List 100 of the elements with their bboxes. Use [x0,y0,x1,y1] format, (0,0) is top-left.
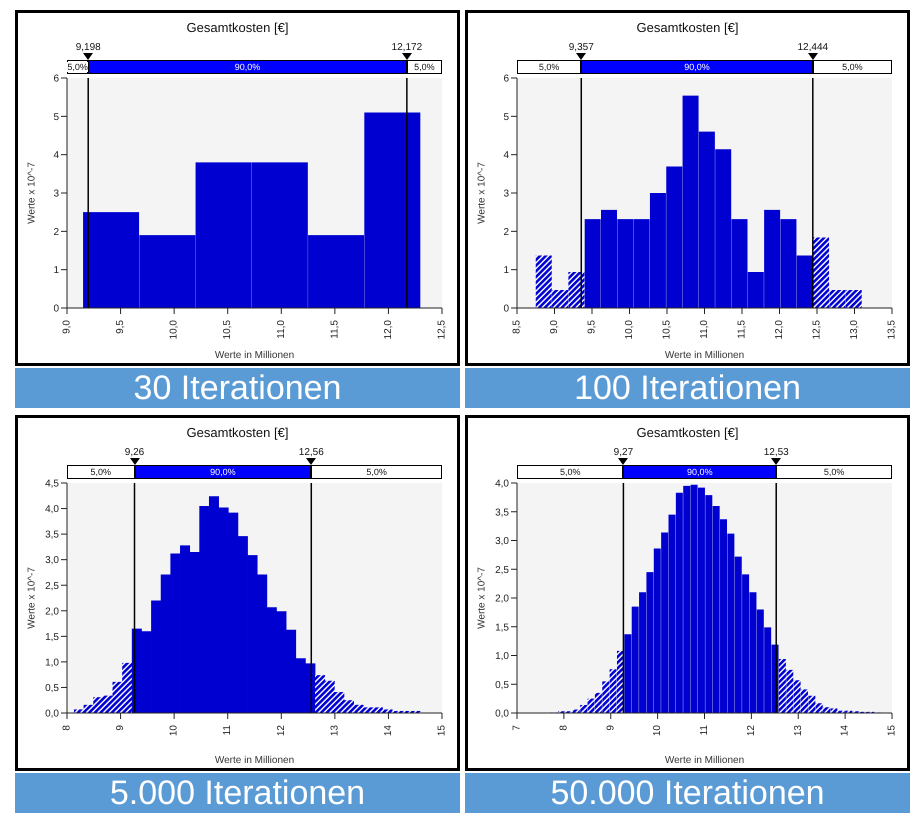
x-tick-label: 12 [746,724,757,736]
y-tick-label: 1 [53,265,60,276]
y-tick-label: 3,0 [45,555,60,566]
y-axis-title: Werte x 10^-7 [26,566,38,629]
x-tick-label: 11 [222,724,234,736]
y-tick-label: 0,0 [45,708,60,720]
y-tick-label: 3 [503,188,510,200]
x-axis-title: Werte in Millionen [664,755,744,766]
text: 90,0% [687,467,713,477]
y-tick-label: 4 [53,150,60,162]
y-tick-label: 3,5 [495,507,510,518]
x-tick-label: 10,5 [662,320,672,340]
y-axis-title: Werte x 10^-7 [476,566,488,629]
x-tick-label: 12,0 [774,320,785,340]
x-axis-title: Werte in Millionen [664,350,744,361]
y-tick-label: 4 [503,150,510,162]
x-tick-label: 9,0 [62,320,72,334]
ref-line-label: 9,357 [568,42,595,53]
y-tick-label: 2,5 [45,580,60,592]
y-tick-label: 0 [503,304,510,315]
x-axis-title: Werte in Millionen [214,755,294,766]
text: 50.000 Iterationen [465,773,910,813]
x-tick-label: 15 [436,724,448,736]
x-tick-label: 11,0 [276,320,287,339]
x-tick-label: 7 [512,724,522,731]
x-tick-label: 10 [652,724,664,736]
ref-line-label: 12,53 [762,447,790,458]
text: 90,0% [684,62,710,72]
ref-line-label: 12,172 [390,42,424,53]
text: 5,0% [560,467,580,477]
text: 5,0% [67,62,88,72]
y-tick-label: 1,0 [45,657,60,668]
x-tick-label: 10,0 [168,320,180,340]
x-tick-label: 9,5 [115,320,126,334]
y-tick-label: 1,0 [495,651,510,662]
ref-line-label: 9,26 [124,447,146,458]
x-tick-label: 8 [62,724,72,731]
text: 30 Iterationen [15,368,460,408]
y-axis-title: Werte x 10^-7 [476,162,488,224]
x-tick-label: 14 [382,724,394,736]
y-tick-label: 6 [503,74,510,85]
y-tick-label: 2 [53,226,60,238]
text: 5,0% [842,62,863,72]
y-tick-label: 3 [53,188,60,200]
x-tick-label: 13 [329,724,340,736]
x-tick-label: 9,5 [586,320,598,334]
x-tick-label: 11 [699,724,710,736]
y-tick-label: 0 [53,304,60,315]
text: 5,0% [824,467,844,477]
text: 90,0% [234,62,260,72]
x-tick-label: 13,5 [886,320,898,340]
chart-title: Gesamtkosten [€] [186,20,290,35]
text: 5,0% [538,62,560,72]
x-tick-label: 9 [115,724,126,731]
chart-title: Gesamtkosten [€] [186,425,290,440]
y-tick-label: 5 [503,112,510,123]
x-tick-label: 10 [168,724,180,736]
ref-line-label: 9,198 [74,42,102,53]
y-tick-label: 4,0 [45,504,60,516]
y-tick-label: 2,5 [495,564,510,576]
y-tick-label: 2 [503,226,510,238]
y-tick-label: 1,5 [45,632,60,643]
x-tick-label: 12,5 [812,320,822,340]
x-axis-title: Werte in Millionen [214,350,294,361]
x-tick-label: 12,0 [382,320,394,340]
ref-line-label: 12,56 [298,447,325,458]
y-tick-label: 4,0 [495,478,510,490]
y-tick-label: 5 [53,112,60,123]
text: 100 Iterationen [465,368,910,408]
x-tick-label: 9,0 [549,320,560,334]
text: 5.000 Iterationen [15,773,460,813]
x-tick-label: 10,0 [624,320,635,340]
chart-title: Gesamtkosten [€] [636,20,740,35]
x-tick-label: 15 [886,724,898,736]
text: 5,0% [90,467,111,477]
x-tick-label: 11,5 [329,320,340,339]
y-tick-label: 3,5 [45,530,60,541]
y-tick-label: 0,5 [45,682,60,694]
x-tick-label: 13,0 [849,320,860,340]
x-tick-label: 8 [558,724,570,731]
x-tick-label: 9 [605,724,616,731]
chart-title: Gesamtkosten [€] [636,425,740,440]
y-tick-label: 6 [53,74,60,85]
x-tick-label: 8,5 [512,320,522,334]
y-axis-title: Werte x 10^-7 [26,162,38,224]
text: 90,0% [210,467,236,477]
y-tick-label: 2,0 [495,594,510,605]
ref-line-label: 12,444 [796,42,830,53]
y-tick-label: 3,0 [495,536,510,548]
y-tick-label: 1,5 [495,622,510,634]
y-tick-label: 4,5 [45,478,60,490]
x-tick-label: 12 [276,724,287,736]
y-tick-label: 0,5 [495,680,510,691]
ref-line-label: 9,27 [612,447,634,458]
x-tick-label: 14 [840,724,851,736]
x-tick-label: 11,5 [736,320,748,339]
text: 5,0% [366,467,387,477]
x-tick-label: 13 [792,724,804,736]
text: 5,0% [414,62,435,72]
y-tick-label: 2,0 [45,606,60,618]
